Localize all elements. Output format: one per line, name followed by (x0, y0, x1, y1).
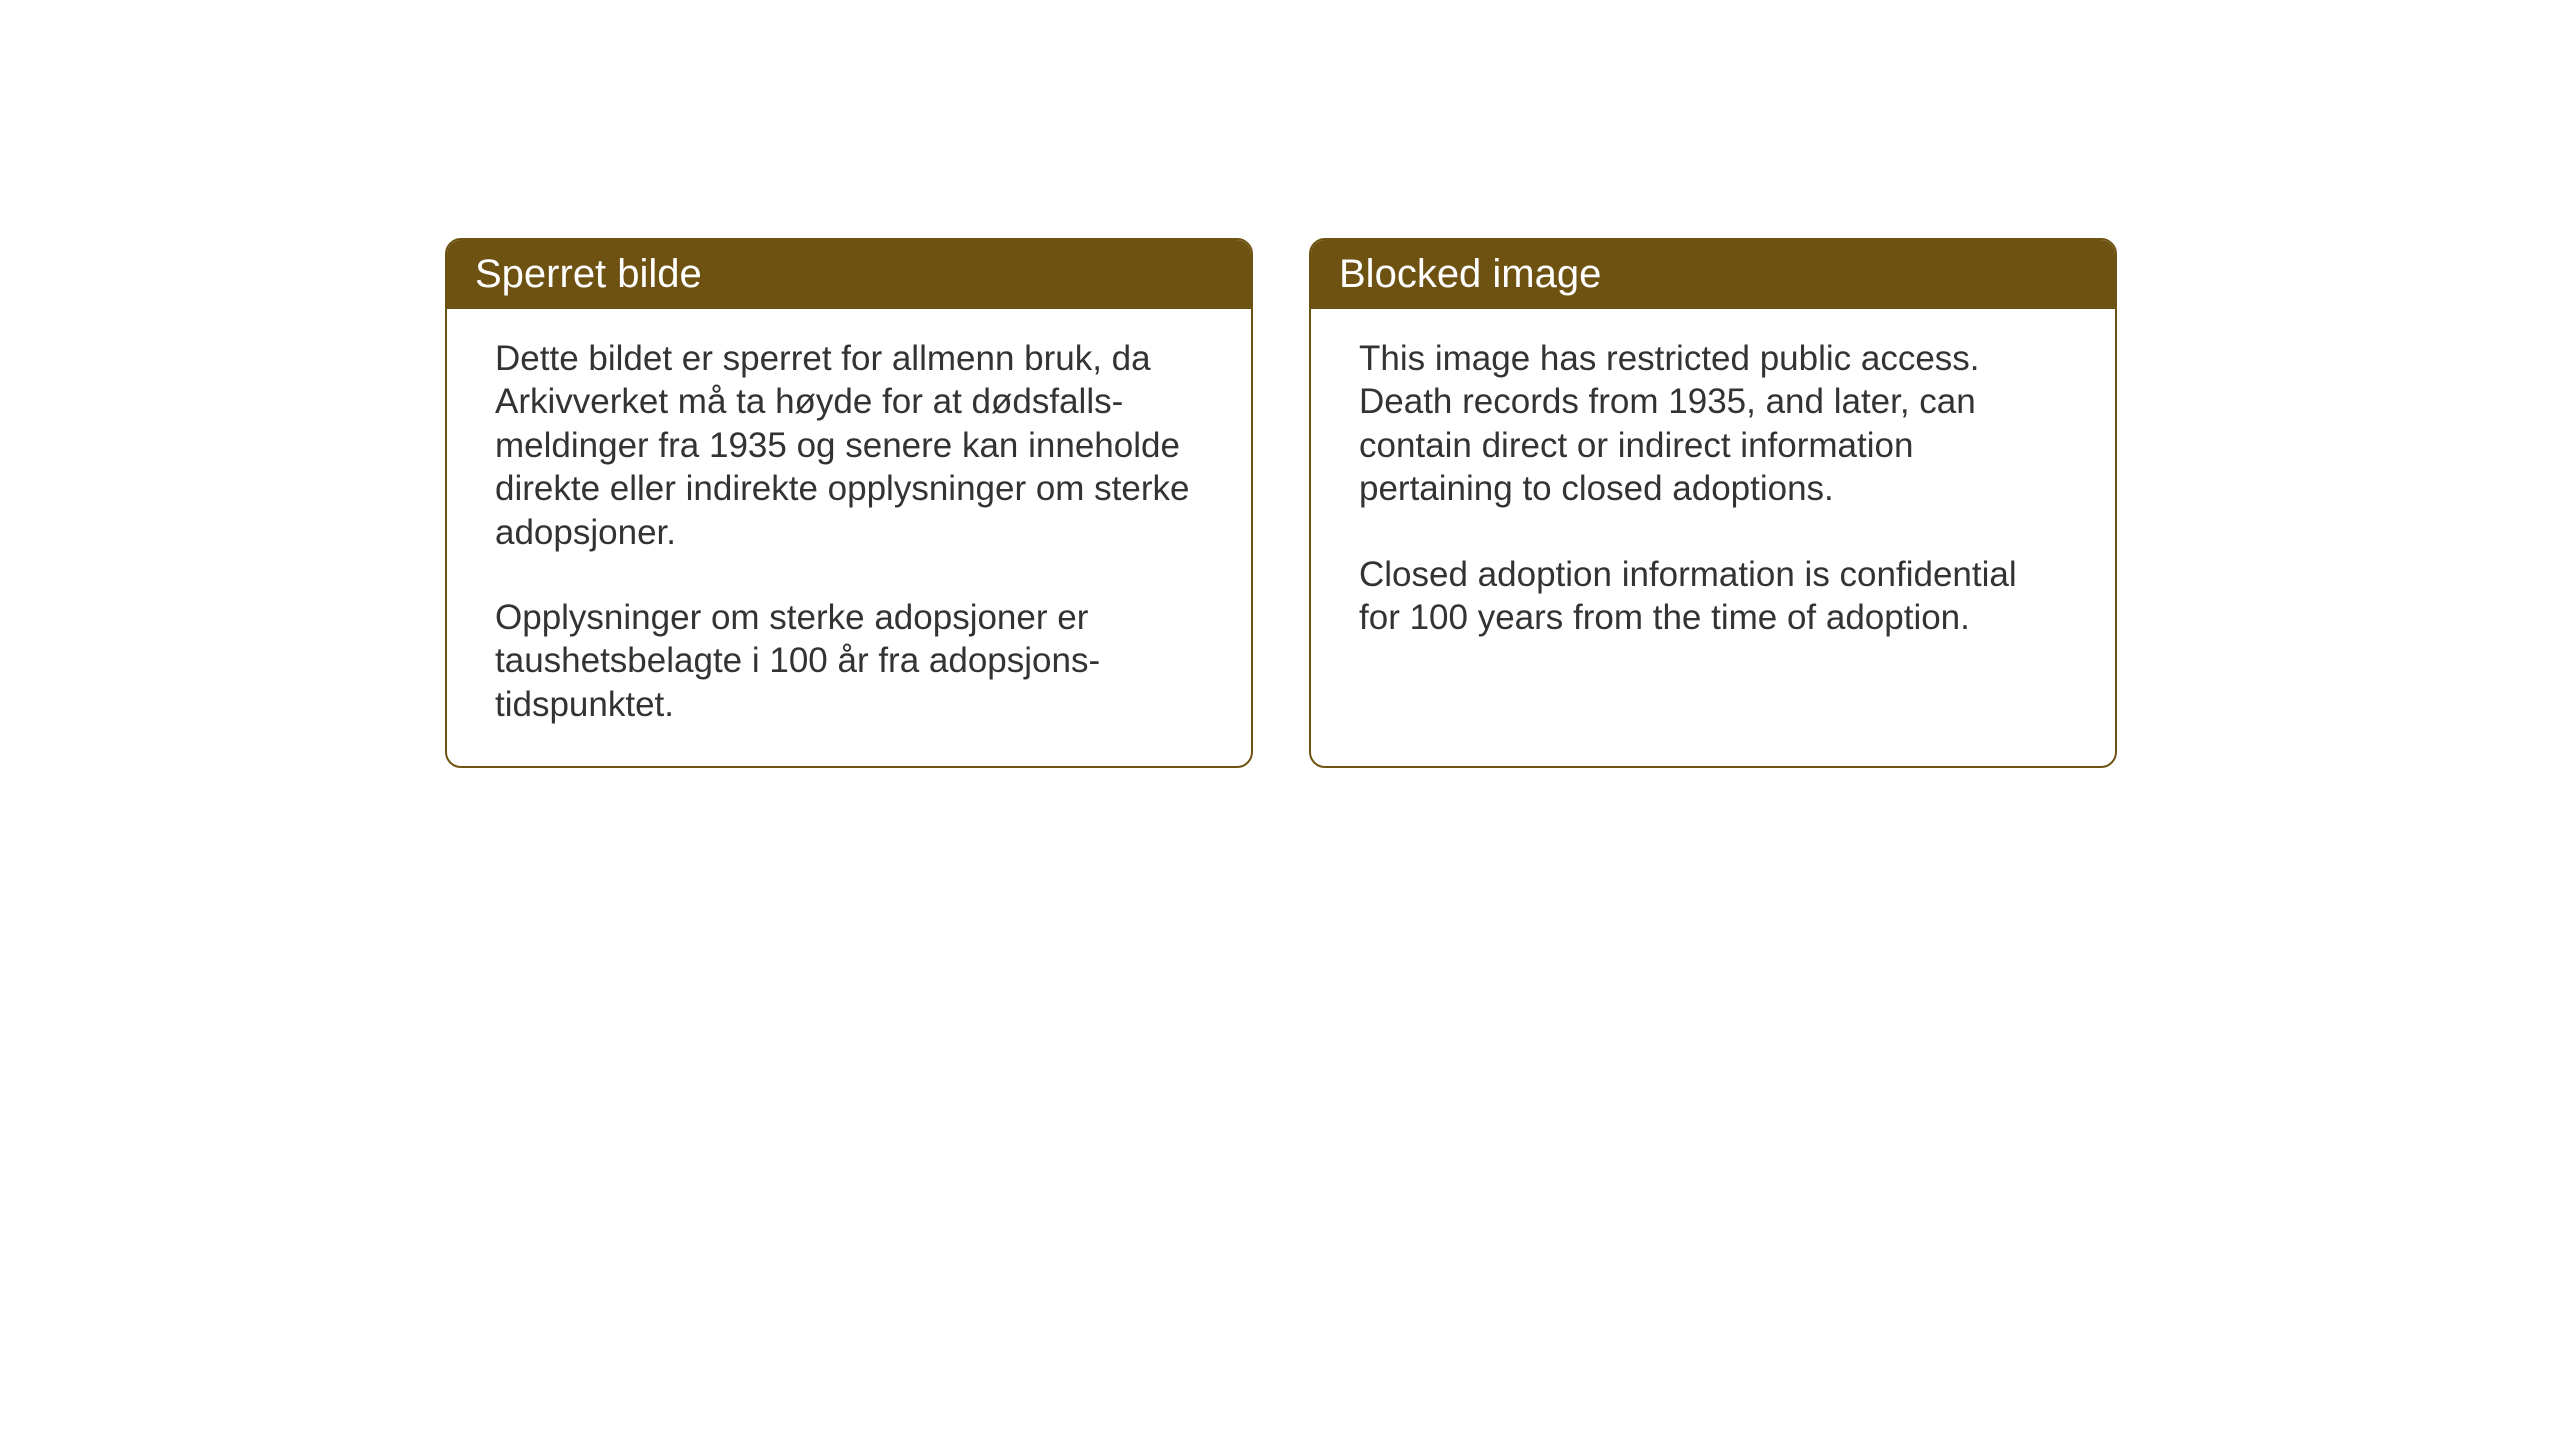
card-title-english: Blocked image (1339, 252, 1601, 296)
card-title-norwegian: Sperret bilde (475, 252, 702, 296)
card-body-norwegian: Dette bildet er sperret for allmenn bruk… (447, 309, 1251, 766)
notice-cards-container: Sperret bilde Dette bildet er sperret fo… (445, 238, 2117, 768)
card-paragraph-1-norwegian: Dette bildet er sperret for allmenn bruk… (495, 337, 1203, 554)
card-body-english: This image has restricted public access.… (1311, 309, 2115, 679)
card-paragraph-2-norwegian: Opplysninger om sterke adopsjoner er tau… (495, 596, 1203, 726)
card-paragraph-1-english: This image has restricted public access.… (1359, 337, 2067, 511)
notice-card-english: Blocked image This image has restricted … (1309, 238, 2117, 768)
card-paragraph-2-english: Closed adoption information is confident… (1359, 553, 2067, 640)
card-header-norwegian: Sperret bilde (447, 240, 1251, 309)
notice-card-norwegian: Sperret bilde Dette bildet er sperret fo… (445, 238, 1253, 768)
card-header-english: Blocked image (1311, 240, 2115, 309)
